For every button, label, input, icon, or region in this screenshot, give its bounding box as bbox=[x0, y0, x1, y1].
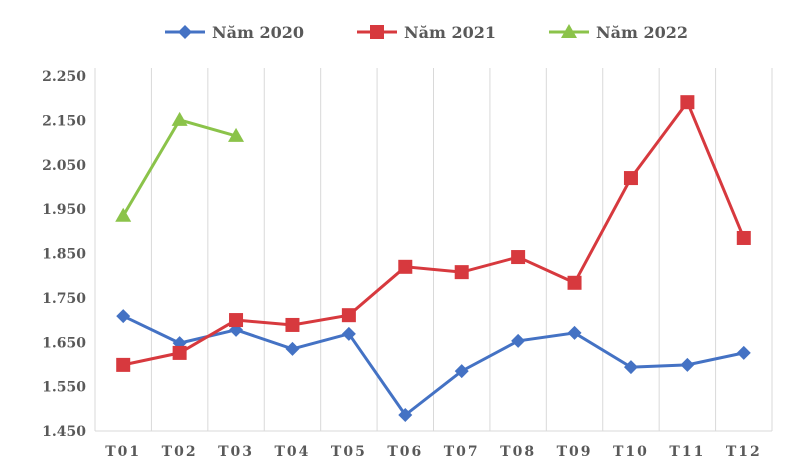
square-marker bbox=[454, 265, 469, 280]
x-tick-label: T05 bbox=[331, 444, 367, 460]
square-marker bbox=[623, 171, 638, 186]
diamond-marker bbox=[454, 364, 469, 379]
series-năm-2022 bbox=[115, 111, 245, 222]
y-tick-label: 2.250 bbox=[42, 69, 86, 85]
x-tick-label: T02 bbox=[162, 444, 198, 460]
triangle-marker bbox=[561, 24, 577, 38]
x-tick-label: T04 bbox=[275, 444, 311, 460]
triangle-marker bbox=[171, 111, 188, 126]
y-tick-label: 2.050 bbox=[42, 158, 86, 174]
x-tick-label: T07 bbox=[444, 444, 480, 460]
series-line bbox=[121, 118, 237, 217]
x-tick-label: T06 bbox=[387, 444, 423, 460]
legend-item: Năm 2020 bbox=[165, 23, 304, 42]
square-marker bbox=[680, 95, 695, 110]
square-marker bbox=[172, 345, 187, 360]
x-tick-label: T12 bbox=[726, 444, 762, 460]
legend-item: Năm 2021 bbox=[357, 23, 496, 42]
series-năm-2021 bbox=[116, 95, 751, 372]
diamond-marker bbox=[178, 25, 192, 39]
y-tick-label: 1.450 bbox=[42, 424, 86, 440]
legend-label: Năm 2020 bbox=[212, 23, 304, 42]
diamond-marker bbox=[736, 345, 751, 360]
y-tick-label: 2.150 bbox=[42, 113, 86, 129]
series-line bbox=[122, 99, 746, 367]
x-tick-label: T10 bbox=[613, 444, 649, 460]
y-tick-label: 1.550 bbox=[42, 380, 86, 396]
triangle-marker bbox=[228, 127, 245, 142]
square-marker bbox=[567, 275, 582, 290]
y-tick-label: 1.650 bbox=[42, 335, 86, 351]
series-line bbox=[122, 314, 745, 418]
triangle-marker bbox=[115, 207, 132, 222]
legend-label: Năm 2022 bbox=[596, 23, 688, 42]
x-tick-label: T01 bbox=[105, 444, 141, 460]
square-marker bbox=[511, 250, 526, 265]
x-tick-label: T03 bbox=[218, 444, 254, 460]
x-tick-label: T09 bbox=[557, 444, 593, 460]
square-marker bbox=[229, 313, 244, 328]
diamond-marker bbox=[285, 341, 300, 356]
y-tick-label: 1.850 bbox=[42, 247, 86, 263]
y-tick-label: 1.750 bbox=[42, 291, 86, 307]
diamond-marker bbox=[623, 360, 638, 375]
square-marker bbox=[341, 308, 356, 323]
x-tick-label: T11 bbox=[669, 444, 705, 460]
legend-label: Năm 2021 bbox=[404, 23, 496, 42]
legend-item: Năm 2022 bbox=[549, 23, 688, 42]
diamond-marker bbox=[398, 408, 413, 423]
diamond-marker bbox=[116, 309, 131, 324]
y-tick-label: 1.950 bbox=[42, 202, 86, 218]
diamond-marker bbox=[680, 357, 695, 372]
square-marker bbox=[398, 259, 413, 274]
square-marker bbox=[116, 357, 131, 372]
square-marker bbox=[370, 25, 384, 39]
diamond-marker bbox=[567, 325, 582, 340]
series-năm-2020 bbox=[116, 309, 751, 423]
x-tick-label: T08 bbox=[500, 444, 536, 460]
diamond-marker bbox=[511, 333, 526, 348]
square-marker bbox=[736, 230, 751, 245]
square-marker bbox=[285, 317, 300, 332]
diamond-marker bbox=[341, 326, 356, 341]
